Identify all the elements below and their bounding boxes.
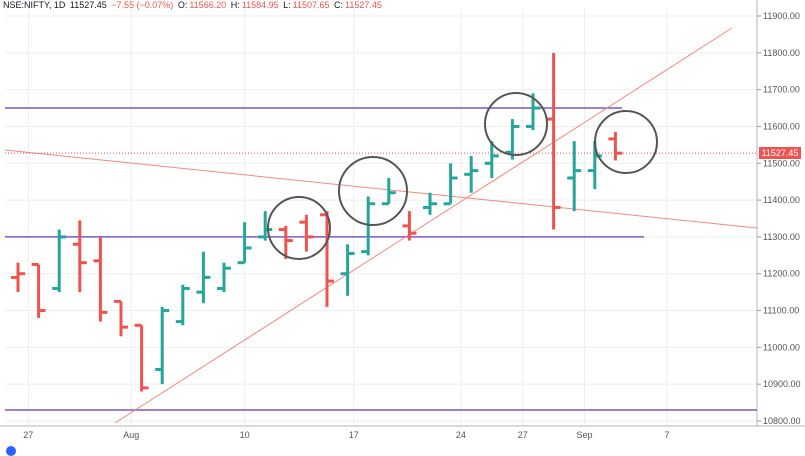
ohlc-bar (52, 229, 67, 293)
ohlc-bar (196, 251, 211, 304)
x-tick-label: Aug (123, 430, 139, 440)
ohlc-bar (381, 178, 396, 206)
y-tick-label: 11400.00 (763, 195, 800, 205)
ohlc-bar (134, 323, 149, 392)
last-price: 11527.45 (69, 0, 107, 10)
ohlc-bar (320, 211, 334, 307)
ohlc-bar (402, 211, 417, 241)
annotation-circles[interactable] (267, 92, 658, 260)
low-label: L: (283, 0, 291, 10)
ohlc-bar (237, 222, 252, 265)
x-tick-label: 24 (456, 430, 466, 440)
y-tick-label: 11600.00 (763, 121, 800, 131)
trend-line-up (114, 27, 733, 424)
grid (5, 8, 757, 426)
open-value: 11566.20 (189, 0, 227, 10)
ohlc-bar (608, 131, 623, 161)
low-value: 11507.65 (292, 0, 330, 10)
ohlc-bar (31, 263, 46, 318)
y-tick-label: 11800.00 (763, 48, 800, 58)
y-tick-label: 11900.00 (763, 11, 800, 21)
ohlc-bar (361, 196, 376, 256)
ohlc-bar (505, 119, 520, 160)
annotation-circle (267, 196, 331, 260)
x-tick-label: 27 (518, 430, 528, 440)
y-tick-label: 11700.00 (763, 85, 800, 95)
ohlc-bar (299, 214, 314, 252)
ohlc-bar (526, 93, 540, 131)
drawing-tools[interactable] (4, 27, 758, 424)
ohlc-bar (443, 163, 458, 206)
annotation-circle (594, 110, 658, 174)
chart-legend: NSE:NIFTY, 1D 11527.45 −7.55 (−0.07%) O:… (3, 0, 384, 10)
price-axis: 11900.00 11800.00 11700.00 11600.00 11500.00… (756, 0, 801, 426)
ohlc-bar (175, 284, 190, 326)
x-tick-label: Sep (576, 430, 592, 440)
annotation-circle (484, 92, 548, 156)
ohlc-bar (278, 225, 293, 259)
high-value: 11584.95 (241, 0, 279, 10)
y-tick-label: 10900.00 (763, 379, 801, 389)
ohlc-bar (423, 192, 437, 215)
logo-icon[interactable] (6, 446, 16, 456)
y-tick-label: 11300.00 (763, 232, 800, 242)
y-tick-label: 11000.00 (763, 342, 800, 352)
y-tick-label: 10800.00 (763, 416, 801, 426)
x-tick-label: 17 (349, 430, 359, 440)
close-value: 11527.45 (345, 0, 382, 10)
time-axis: 27 Aug 10 17 24 27 Sep 7 (0, 425, 805, 440)
ohlc-bar (72, 220, 87, 293)
x-tick-label: 10 (240, 430, 250, 440)
y-tick-label: 11100.00 (763, 306, 799, 316)
last-price-tag: 11527.45 (759, 147, 801, 160)
open-label: O: (177, 0, 188, 10)
ohlc-bar (567, 141, 582, 212)
ohlc-bar (93, 236, 108, 322)
ohlc-bars (11, 52, 623, 392)
ohlc-bar (340, 244, 355, 296)
ohlc-bar (114, 299, 128, 337)
ohlc-bar (155, 306, 170, 385)
close-label: C: (334, 0, 344, 10)
ohlc-bar (217, 262, 231, 293)
ohlc-bar (464, 155, 479, 193)
high-label: H: (230, 0, 240, 10)
change-label: −7.55 (−0.07%) (111, 0, 174, 10)
ohlc-bar (484, 141, 499, 178)
x-tick-label: 7 (664, 430, 669, 440)
symbol-label[interactable]: NSE:NIFTY, 1D (3, 0, 66, 10)
trend-line-down (4, 149, 758, 229)
y-tick-label: 11200.00 (763, 269, 800, 279)
annotation-circle (338, 156, 408, 226)
ohlc-bar (11, 262, 25, 293)
ohlc-bar (546, 52, 561, 230)
y-tick-label: 11500.00 (763, 158, 800, 168)
x-tick-label: 27 (23, 430, 33, 440)
